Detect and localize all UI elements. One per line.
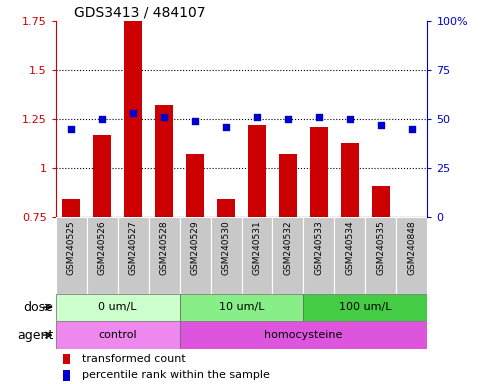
Bar — [62, 199, 80, 217]
Text: control: control — [98, 330, 137, 340]
Point — [377, 122, 385, 128]
Text: GDS3413 / 484107: GDS3413 / 484107 — [74, 6, 206, 20]
Point — [346, 116, 354, 122]
Text: homocysteine: homocysteine — [264, 330, 342, 340]
Text: GSM240529: GSM240529 — [190, 220, 199, 275]
Point — [408, 126, 416, 132]
Bar — [149, 217, 180, 294]
Bar — [155, 105, 173, 217]
Text: GSM240528: GSM240528 — [159, 220, 169, 275]
Point — [191, 118, 199, 124]
Bar — [124, 0, 142, 217]
Bar — [63, 354, 70, 364]
Text: GSM240534: GSM240534 — [345, 220, 355, 275]
Text: GSM240533: GSM240533 — [314, 220, 324, 275]
Bar — [272, 217, 303, 294]
Text: percentile rank within the sample: percentile rank within the sample — [82, 370, 270, 381]
Text: GSM240530: GSM240530 — [222, 220, 230, 275]
Point — [98, 116, 106, 122]
Bar — [180, 321, 427, 349]
Bar — [180, 294, 303, 321]
Bar — [366, 217, 397, 294]
Point — [67, 126, 75, 132]
Bar — [303, 294, 427, 321]
Bar — [186, 154, 204, 217]
Text: GSM240531: GSM240531 — [253, 220, 261, 275]
Bar — [279, 154, 297, 217]
Text: 0 um/L: 0 um/L — [98, 302, 137, 312]
Bar — [310, 127, 328, 217]
Text: GSM240525: GSM240525 — [67, 220, 75, 275]
Bar — [63, 370, 70, 381]
Bar — [248, 125, 266, 217]
Text: agent: agent — [17, 329, 53, 341]
Bar — [397, 217, 427, 294]
Bar — [56, 217, 86, 294]
Text: GSM240527: GSM240527 — [128, 220, 138, 275]
Bar — [93, 135, 112, 217]
Text: GSM240532: GSM240532 — [284, 220, 293, 275]
Point — [160, 114, 168, 120]
Bar — [303, 217, 334, 294]
Text: dose: dose — [23, 301, 53, 314]
Bar — [56, 294, 180, 321]
Bar — [334, 217, 366, 294]
Point — [315, 114, 323, 120]
Text: 100 um/L: 100 um/L — [339, 302, 392, 312]
Bar — [242, 217, 272, 294]
Bar — [341, 142, 359, 217]
Text: GSM240848: GSM240848 — [408, 220, 416, 275]
Point — [253, 114, 261, 120]
Text: GSM240535: GSM240535 — [376, 220, 385, 275]
Bar — [217, 199, 235, 217]
Bar — [372, 185, 390, 217]
Point — [284, 116, 292, 122]
Bar — [211, 217, 242, 294]
Text: 10 um/L: 10 um/L — [219, 302, 264, 312]
Text: transformed count: transformed count — [82, 354, 185, 364]
Point — [222, 124, 230, 130]
Bar — [403, 217, 421, 219]
Text: GSM240526: GSM240526 — [98, 220, 107, 275]
Bar — [180, 217, 211, 294]
Bar — [117, 217, 149, 294]
Bar — [86, 217, 117, 294]
Bar — [56, 321, 180, 349]
Point — [129, 110, 137, 116]
